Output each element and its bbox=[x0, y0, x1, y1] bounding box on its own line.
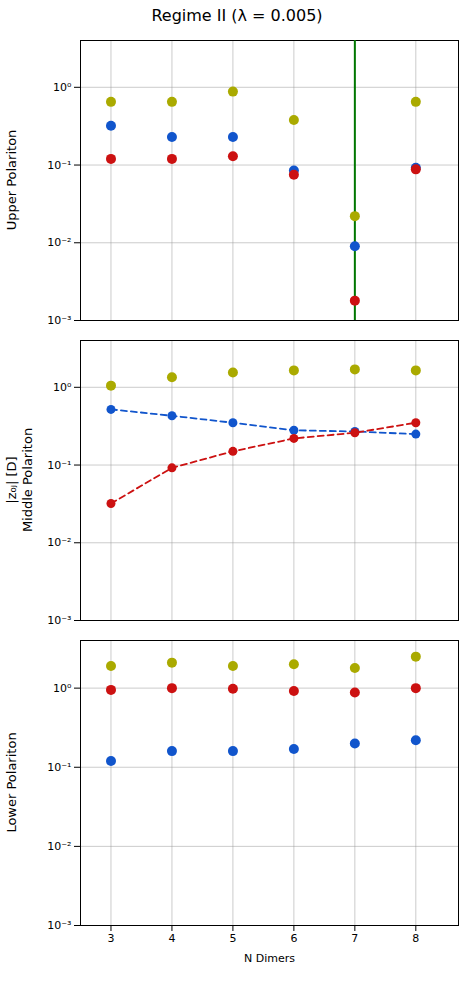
svg-text:8: 8 bbox=[412, 932, 419, 945]
svg-text:10⁰: 10⁰ bbox=[53, 381, 72, 394]
svg-text:4: 4 bbox=[168, 932, 175, 945]
svg-text:10⁻³: 10⁻³ bbox=[47, 314, 71, 327]
svg-text:10⁻³: 10⁻³ bbox=[47, 919, 71, 932]
html-text:Regime II (λ = 0.005): Regime II (λ = 0.005) bbox=[151, 6, 323, 25]
svg-text:10⁻²: 10⁻² bbox=[47, 840, 71, 853]
svg-text:|z₀ⱼ| [D]Middle Polariton: |z₀ⱼ| [D]Middle Polariton bbox=[4, 428, 35, 532]
svg-text:10⁻¹: 10⁻¹ bbox=[47, 761, 71, 774]
svg-text:5: 5 bbox=[229, 932, 236, 945]
svg-text:10⁰: 10⁰ bbox=[53, 81, 72, 94]
svg-text:10⁻²: 10⁻² bbox=[47, 236, 71, 249]
svg-text:6: 6 bbox=[290, 932, 297, 945]
svg-text:10⁻¹: 10⁻¹ bbox=[47, 459, 71, 472]
svg-text:10⁰: 10⁰ bbox=[53, 682, 72, 695]
svg-text:7: 7 bbox=[351, 932, 358, 945]
svg-text:Upper Polariton: Upper Polariton bbox=[4, 130, 19, 231]
svg-text:Lower Polariton: Lower Polariton bbox=[4, 732, 19, 832]
svg-text:N Dimers: N Dimers bbox=[244, 952, 295, 965]
svg-text:10⁻¹: 10⁻¹ bbox=[47, 159, 71, 172]
svg-text:10⁻²: 10⁻² bbox=[47, 536, 71, 549]
svg-text:10⁻³: 10⁻³ bbox=[47, 614, 71, 627]
svg-text:3: 3 bbox=[107, 932, 114, 945]
